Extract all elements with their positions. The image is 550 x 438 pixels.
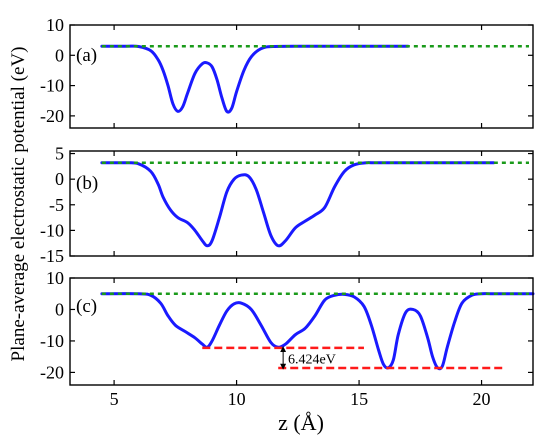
panel-label: (b) bbox=[76, 173, 98, 194]
gap-annotation: 6.424eV bbox=[288, 353, 336, 368]
y-tick-label: 0 bbox=[55, 299, 64, 319]
potential-curve bbox=[100, 161, 496, 248]
panel-frame bbox=[69, 277, 534, 386]
panel-2: 6.424eV 10 0 -10 -20 (c) bbox=[40, 268, 535, 386]
y-tick-label: -10 bbox=[40, 76, 64, 96]
y-tick-label: 5 bbox=[55, 144, 64, 164]
panel-label: (a) bbox=[76, 45, 97, 66]
y-tick-label: -5 bbox=[49, 195, 64, 215]
x-tick-labels: 5 10 15 20 bbox=[110, 389, 491, 409]
potential-curve bbox=[100, 44, 410, 114]
x-tick-label: 5 bbox=[110, 389, 119, 409]
panel-frame bbox=[69, 24, 534, 129]
y-tick-label: 10 bbox=[46, 15, 64, 35]
panel-0: 10 0 -10 -20 (a) bbox=[40, 15, 534, 129]
y-axis-label: Plane-average electrostatic potential (e… bbox=[8, 47, 29, 362]
y-tick-label: -10 bbox=[40, 331, 64, 351]
panel-frame bbox=[69, 150, 534, 257]
panel-label: (c) bbox=[76, 296, 97, 317]
y-tick-label: 0 bbox=[55, 169, 64, 189]
x-tick-label: 20 bbox=[473, 389, 491, 409]
y-tick-label: -20 bbox=[40, 362, 64, 382]
x-axis-label: z (Å) bbox=[278, 410, 324, 435]
y-tick-label: -10 bbox=[40, 220, 64, 240]
y-tick-label: -15 bbox=[40, 246, 64, 266]
panel-1: 5 0 -5 -10 -15 (b) bbox=[40, 144, 534, 266]
x-tick-label: 15 bbox=[350, 389, 368, 409]
y-tick-label: 10 bbox=[46, 268, 64, 288]
y-tick-label: -20 bbox=[40, 106, 64, 126]
x-tick-label: 10 bbox=[228, 389, 246, 409]
y-tick-label: 0 bbox=[55, 45, 64, 65]
panels: 10 0 -10 -20 (a) 5 0 -5 -10 -15 (b) 6.424eV 10 0 -10 -2… bbox=[40, 15, 535, 409]
